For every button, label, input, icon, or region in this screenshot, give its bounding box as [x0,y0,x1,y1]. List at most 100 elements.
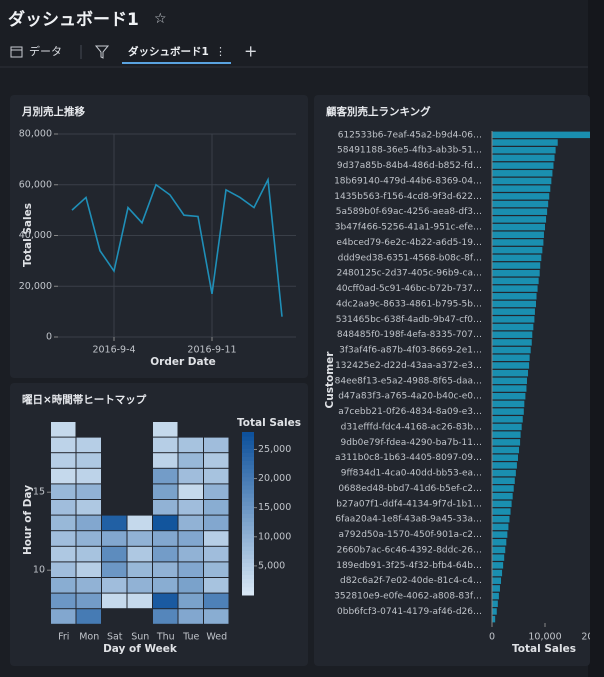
heat-cell [153,437,178,453]
colorbar-tick-label: 25,000 [258,444,291,455]
side-strip [588,0,604,677]
x-tick-label: Tue [182,632,199,643]
tab-dashboard[interactable]: ダッシュボード1 [128,45,209,58]
colorbar-segment [242,501,254,506]
y-tick-label: a7cebb21-0f26-4834-8a09-e3… [338,407,482,417]
colorbar-segment [242,505,254,510]
bar [492,246,543,254]
tab-menu[interactable]: ⋮ [215,45,226,58]
colorbar-segment [242,489,254,494]
y-tick-label: 132425e2-d22d-43aa-a372-e3… [335,361,482,371]
x-axis-label: Total Sales [512,643,576,655]
bar [492,362,530,369]
y-tick-label: 352810e9-e0fe-4062-a808-83f… [334,592,482,602]
tab-data[interactable]: データ [29,44,62,58]
add-tab[interactable]: + [244,42,257,61]
colorbar-segment [242,472,254,478]
heat-cell [204,500,229,515]
bar [492,454,518,461]
bar [492,323,534,331]
heat-cell [51,437,76,453]
bar [492,131,590,139]
heat-cell [153,422,178,437]
heat-cell [76,562,101,577]
bar [492,300,536,308]
heat-cell [204,609,229,624]
y-tick-label: 848485f0-198f-4efa-8335-707… [337,330,482,340]
heat-cell [153,578,178,593]
x-tick-label: 20,000 [581,632,604,643]
bar [492,423,522,431]
y-tick-label: d31efffd-fdc4-4168-ac26-83b… [341,422,482,432]
heat-cell [51,546,76,562]
heat-cell [178,453,203,468]
colorbar-segment [242,574,254,580]
x-tick-label: Thu [156,632,175,643]
heat-cell [153,609,178,624]
tab-underline [122,62,231,64]
bar [492,554,505,561]
sales-line [71,176,283,317]
heat-cell [102,515,127,531]
x-tick-label: Sat [107,632,123,643]
heat-cell [178,562,203,577]
y-tick-label: 84ee8f13-e5a2-4988-8f65-daa… [335,376,482,386]
heat-cell [127,593,152,609]
heat-cell [76,468,101,484]
y-tick-label: d82c6a2f-7e02-40de-81c4-c4… [340,576,482,586]
x-tick-label: 2016-9-4 [92,345,135,356]
y-tick-label: 9ff834d1-4ca0-40dd-bb53-ea… [341,469,482,479]
heat-cell [102,578,127,593]
y-tick-label: 9db0e79f-fdea-4290-ba7b-11… [341,438,483,448]
y-tick-label: 9d37a85b-84b4-486d-b852-fd… [337,161,482,171]
y-axis-label: Customer [324,351,336,409]
table-icon [10,46,23,58]
y-tick-label: 5a589b0f-69ac-4256-aea8-df3… [336,207,482,217]
y-tick-label: d47a83f3-a765-4a20-b40c-e0… [338,392,482,402]
heat-cell [51,578,76,593]
y-tick-label: 4dc2aa9c-8633-4861-b795-5b… [336,299,482,309]
y-tick-label: 10 [33,565,45,576]
colorbar-segment [242,562,254,567]
bar [492,139,558,146]
heat-cell [178,437,203,453]
y-tick-label: 189edb91-3f25-4f32-bfb4-64b… [336,561,482,571]
star-icon[interactable]: ☆ [154,11,167,27]
y-tick-label: a792d50a-1570-450f-901a-c2… [339,530,483,540]
heat-cell [153,515,178,531]
colorbar-segment [242,582,254,588]
bar [492,408,524,415]
heat-cell [153,546,178,562]
heat-cell [127,546,152,562]
y-tick-label: 20,000 [19,281,52,292]
colorbar-segment [242,525,254,531]
colorbar-segment [242,570,254,576]
y-tick-label: 58491188-36e5-4fb3-ab3b-51… [337,146,482,156]
bar [492,531,508,538]
heat-cell [76,546,101,562]
ranking-plot: 612533b6-7eaf-45a2-b9d4-06… 58491188-36e5… [334,130,604,643]
colorbar-segment [242,493,254,498]
bar [492,592,499,600]
heat-cell [51,562,76,577]
heat-cell [102,531,127,546]
bar [492,170,553,177]
bar [492,200,549,208]
y-tick-label: 40cff0ad-5c91-46bc-b72b-737… [336,284,482,294]
heat-cell [127,578,152,593]
heat-cell [76,609,101,624]
filter-icon[interactable] [94,45,110,59]
heat-cell [178,515,203,531]
colorbar-segment [242,444,254,449]
bar [492,439,521,446]
bar [492,508,511,515]
colorbar-segment [242,480,254,486]
colorbar-segment [242,517,254,523]
y-tick-label: e4bced79-6e2c-4b22-a6d5-19… [336,238,482,248]
heat-cell [153,562,178,577]
heat-cell [127,562,152,577]
colorbar-segment [242,432,254,437]
x-tick-label: Mon [79,632,99,643]
y-tick-label: 0688ed48-bbd7-41d6-b5ef-c2… [338,484,482,494]
